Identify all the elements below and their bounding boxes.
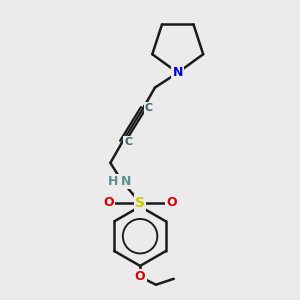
Text: S: S <box>135 196 145 209</box>
Text: O: O <box>167 196 177 209</box>
Text: N: N <box>172 66 183 79</box>
Text: H: H <box>108 175 118 188</box>
Text: N: N <box>121 175 131 188</box>
Text: O: O <box>103 196 114 209</box>
Text: C: C <box>124 137 132 147</box>
Text: C: C <box>145 103 153 113</box>
Text: O: O <box>135 270 146 283</box>
